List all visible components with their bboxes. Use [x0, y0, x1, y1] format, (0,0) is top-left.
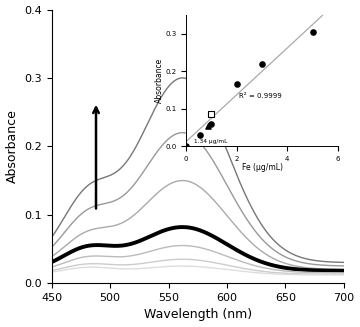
Y-axis label: Absorbance: Absorbance [5, 110, 19, 183]
X-axis label: Wavelength (nm): Wavelength (nm) [144, 308, 252, 321]
